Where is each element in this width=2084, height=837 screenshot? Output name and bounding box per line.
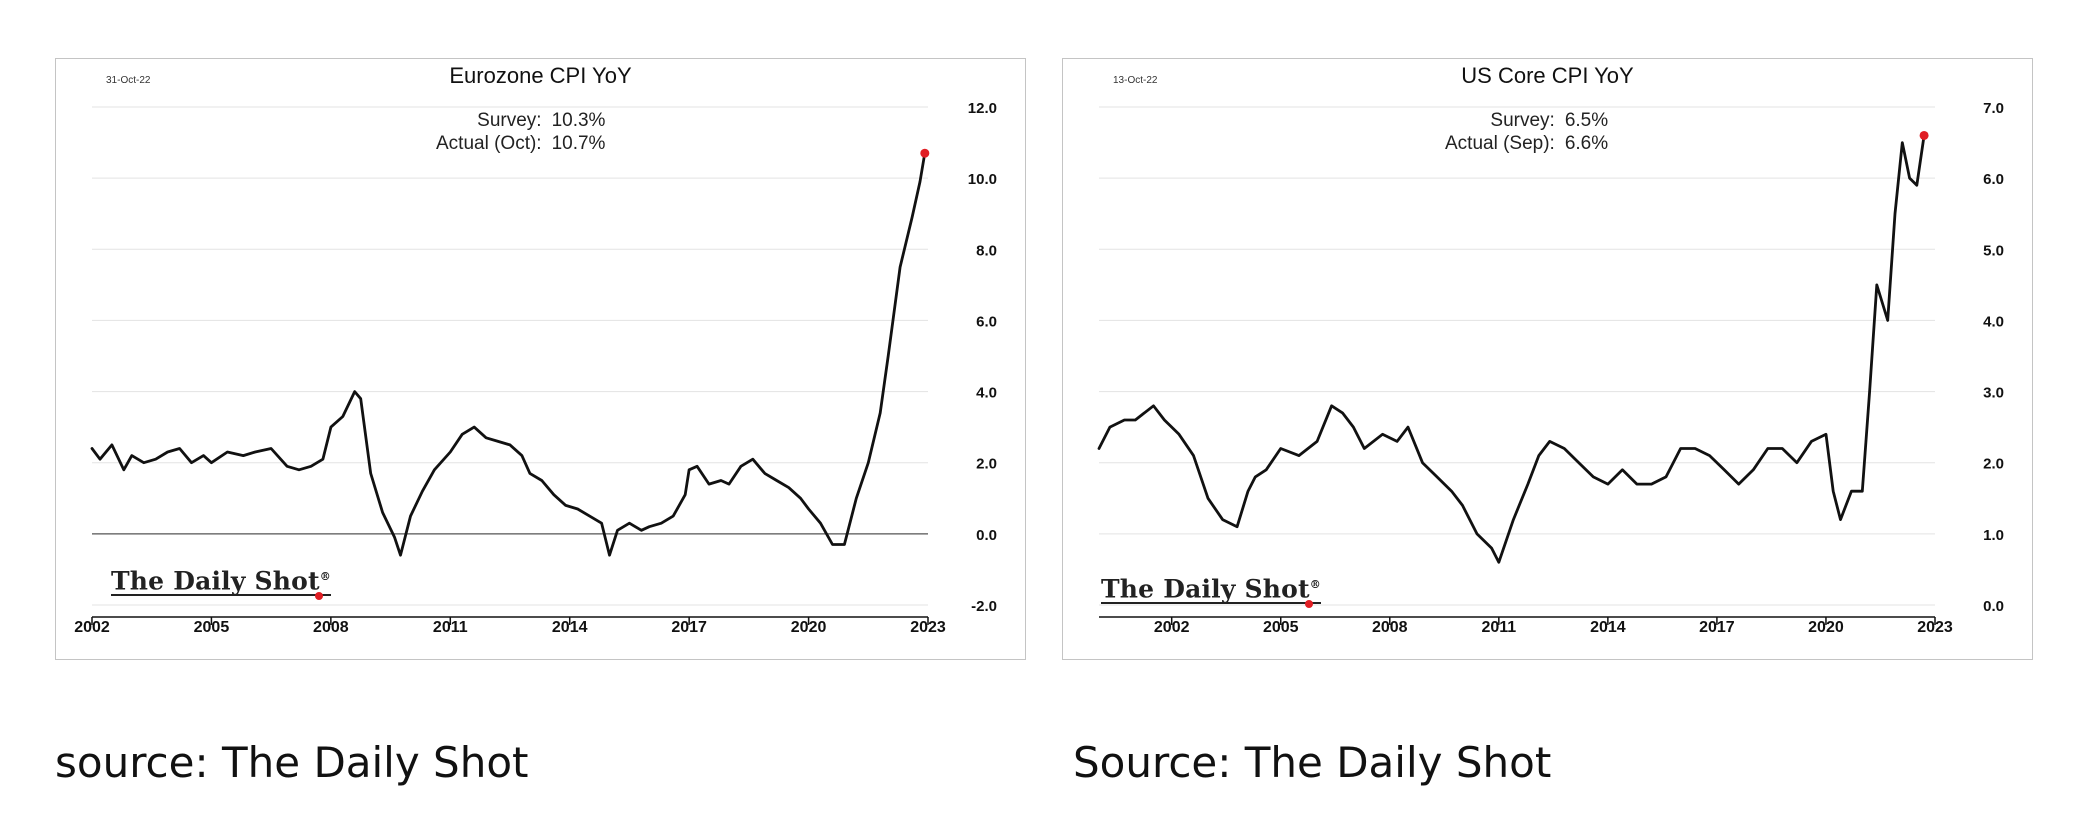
x-tick-label: 2023 bbox=[1917, 619, 1953, 636]
logo-text: The Daily Shot bbox=[111, 566, 320, 596]
logo-text: The Daily Shot bbox=[1101, 574, 1310, 604]
last-point-marker bbox=[1919, 130, 1929, 140]
y-tick-label: 6.0 bbox=[1983, 171, 2004, 188]
x-tick-label: 2005 bbox=[194, 619, 230, 636]
logo-dot-icon bbox=[1304, 600, 1313, 609]
survey-actual-annotation: Survey: 6.5% Actual (Sep): 6.6% bbox=[1445, 110, 1609, 155]
actual-value: 10.7% bbox=[551, 133, 606, 154]
chart-title: Eurozone CPI YoY bbox=[439, 63, 642, 88]
date-stamp: 13-Oct-22 bbox=[1113, 75, 1158, 86]
us-core-cpi-plot: 7.0 6.0 5.0 4.0 3.0 2.0 1.0 0.0 2002 2005 2008 2011… bbox=[1097, 100, 2004, 636]
x-tick-label: 2017 bbox=[1699, 619, 1735, 636]
date-stamp: 31-Oct-22 bbox=[106, 75, 151, 86]
eurozone-cpi-plot: 12.0 10.0 8.0 6.0 4.0 2.0 0.0 -2.0 2002 2005 2008 2… bbox=[74, 100, 997, 636]
y-tick-label: 0.0 bbox=[976, 527, 997, 544]
x-tick-label: 2017 bbox=[671, 619, 707, 636]
us-core-cpi-chart: 7.0 6.0 5.0 4.0 3.0 2.0 1.0 0.0 2002 2005 2008 2011… bbox=[1062, 58, 2033, 660]
survey-value: 10.3% bbox=[551, 110, 606, 131]
actual-label: Actual (Oct): bbox=[436, 133, 542, 154]
y-tick-label: 1.0 bbox=[1983, 527, 2004, 544]
x-tick-label: 2020 bbox=[791, 619, 827, 636]
logo-dot-icon bbox=[314, 592, 323, 601]
chart-title: US Core CPI YoY bbox=[1451, 63, 1644, 88]
chart-title-wrap: US Core CPI YoY bbox=[1063, 63, 2032, 89]
x-tick-label: 2002 bbox=[74, 619, 110, 636]
x-tick-label: 2002 bbox=[1154, 619, 1190, 636]
x-tick-label: 2008 bbox=[313, 619, 349, 636]
survey-value: 6.5% bbox=[1564, 110, 1609, 131]
survey-label: Survey: bbox=[1490, 110, 1555, 131]
y-tick-label: 4.0 bbox=[1983, 313, 2004, 330]
y-tick-label: 10.0 bbox=[968, 171, 997, 188]
y-tick-label: 3.0 bbox=[1983, 385, 2004, 402]
x-tick-label: 2011 bbox=[433, 619, 468, 636]
x-tick-label: 2005 bbox=[1263, 619, 1299, 636]
daily-shot-logo: The Daily Shot® bbox=[111, 564, 331, 601]
y-tick-label: 8.0 bbox=[976, 242, 997, 259]
y-tick-label: 4.0 bbox=[976, 385, 997, 402]
chart-title-wrap: Eurozone CPI YoY bbox=[56, 63, 1025, 89]
x-tick-label: 2014 bbox=[552, 619, 588, 636]
y-tick-label: 0.0 bbox=[1983, 598, 2004, 615]
x-tick-label: 2011 bbox=[1481, 619, 1516, 636]
y-tick-label: 2.0 bbox=[976, 456, 997, 473]
eurozone-cpi-chart: 12.0 10.0 8.0 6.0 4.0 2.0 0.0 -2.0 2002 2005 2008 2… bbox=[55, 58, 1026, 660]
y-tick-label: 2.0 bbox=[1983, 456, 2004, 473]
x-tick-label: 2008 bbox=[1372, 619, 1408, 636]
survey-label: Survey: bbox=[477, 110, 542, 131]
y-tick-label: 5.0 bbox=[1983, 242, 2004, 259]
x-tick-label: 2020 bbox=[1808, 619, 1844, 636]
actual-label: Actual (Sep): bbox=[1445, 133, 1555, 154]
y-tick-label: 6.0 bbox=[976, 313, 997, 330]
y-tick-label: -2.0 bbox=[971, 598, 997, 615]
survey-actual-annotation: Survey: 10.3% Actual (Oct): 10.7% bbox=[436, 110, 606, 155]
series-line bbox=[1097, 134, 1926, 564]
actual-value: 6.6% bbox=[1564, 133, 1609, 154]
series-line bbox=[90, 151, 927, 557]
source-caption: Source: The Daily Shot bbox=[1073, 738, 1552, 787]
source-caption: source: The Daily Shot bbox=[55, 738, 529, 787]
y-tick-label: 7.0 bbox=[1983, 100, 2004, 117]
x-tick-label: 2014 bbox=[1590, 619, 1626, 636]
x-tick-label: 2023 bbox=[910, 619, 946, 636]
daily-shot-logo: The Daily Shot® bbox=[1101, 572, 1321, 609]
y-tick-label: 12.0 bbox=[968, 100, 997, 117]
last-point-marker bbox=[920, 148, 930, 158]
